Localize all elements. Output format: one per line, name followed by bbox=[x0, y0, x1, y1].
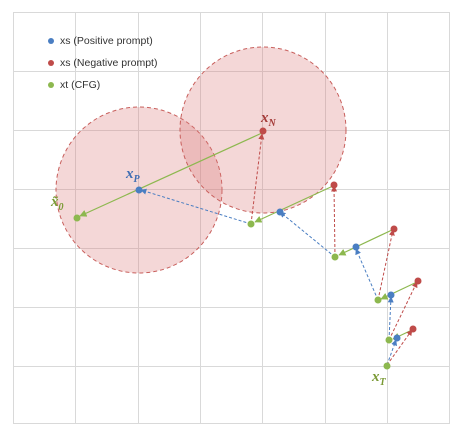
legend-marker-negative bbox=[48, 60, 54, 66]
legend-marker-positive bbox=[48, 38, 54, 44]
positive-lines bbox=[140, 188, 397, 366]
legend-item-positive: xs (Positive prompt) bbox=[48, 30, 157, 52]
label-xn-sub: N bbox=[268, 118, 276, 129]
label-x0-main: x̃ bbox=[51, 194, 59, 210]
label-xt-sub: T bbox=[379, 377, 386, 388]
label-xp: xP bbox=[126, 166, 140, 185]
label-xn: xN bbox=[261, 110, 276, 129]
legend: xs (Positive prompt) xs (Negative prompt… bbox=[48, 30, 157, 96]
cfg-points bbox=[73, 214, 393, 370]
positive-points bbox=[135, 186, 401, 342]
label-xp-main: x bbox=[126, 166, 134, 182]
legend-marker-cfg bbox=[48, 82, 54, 88]
cfg-lines bbox=[79, 132, 418, 340]
label-xt: xT bbox=[372, 369, 386, 388]
legend-label-negative: xs (Negative prompt) bbox=[60, 57, 158, 69]
legend-item-cfg: xt (CFG) bbox=[48, 74, 157, 96]
legend-label-cfg: xt (CFG) bbox=[60, 79, 101, 91]
label-x0-sub: 0 bbox=[58, 202, 64, 213]
negative-lines bbox=[250, 133, 418, 366]
legend-label-positive: xs (Positive prompt) bbox=[60, 35, 153, 47]
legend-item-negative: xs (Negative prompt) bbox=[48, 52, 157, 74]
grid bbox=[13, 12, 449, 423]
label-xt-main: x bbox=[372, 369, 380, 385]
negative-points bbox=[259, 127, 422, 333]
label-x0: x̃0 bbox=[51, 194, 64, 213]
label-xn-main: x bbox=[261, 110, 269, 126]
label-xp-sub: P bbox=[133, 174, 140, 185]
